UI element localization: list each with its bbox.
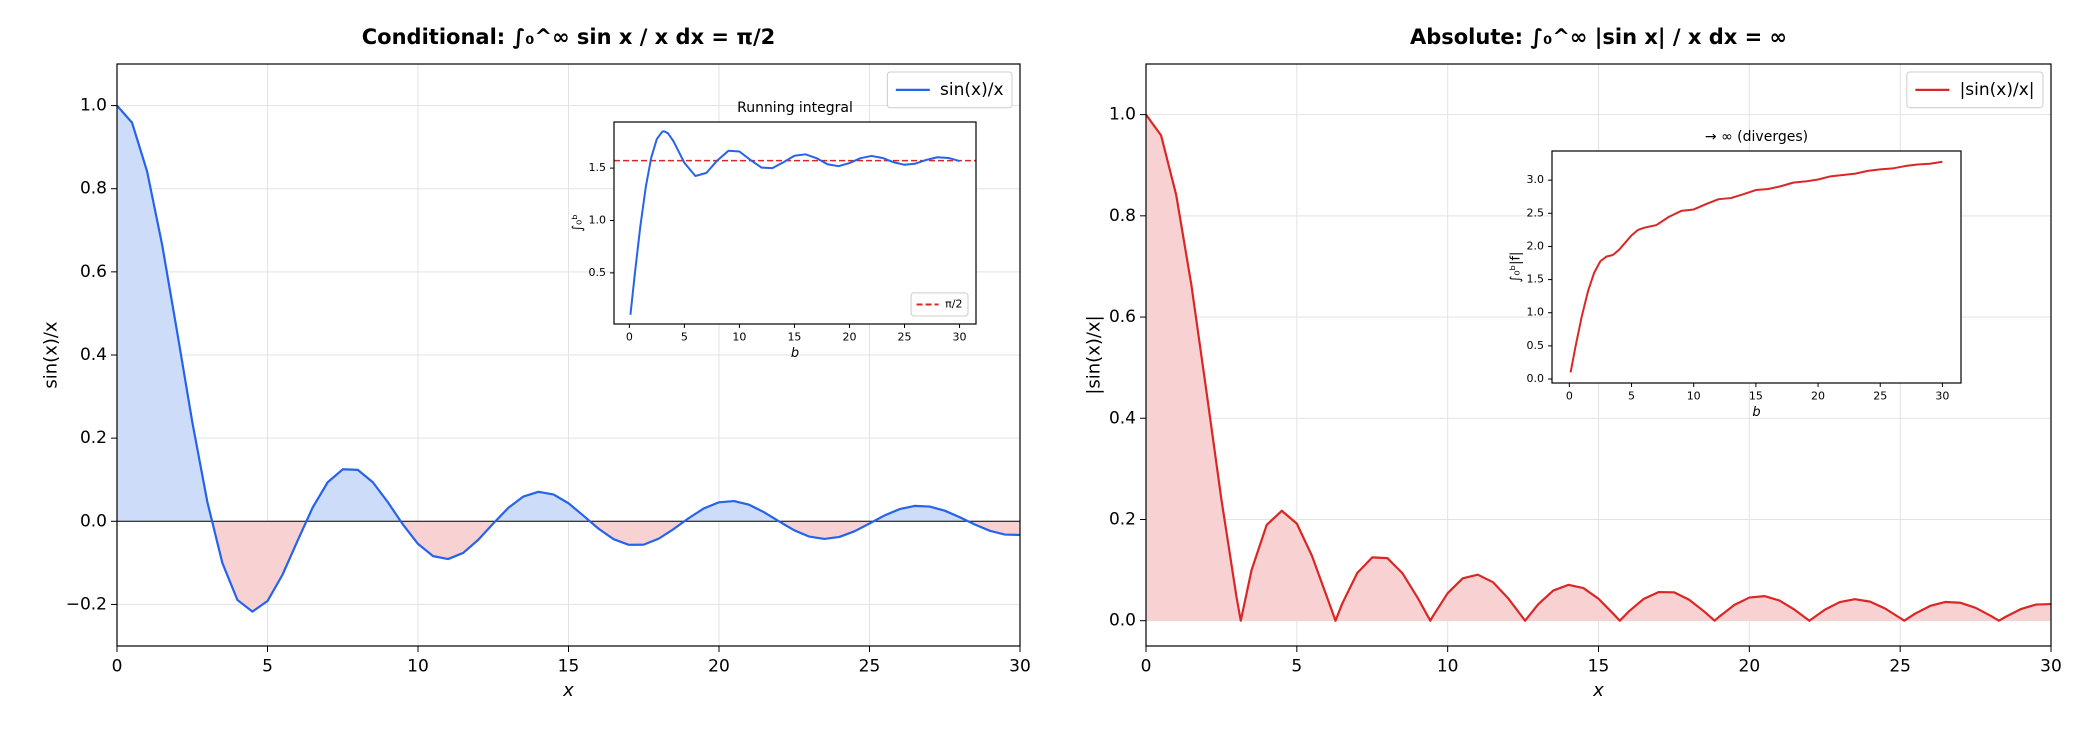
y-tick-label: 0.2 [80, 428, 107, 448]
y-tick-label: 2.0 [1527, 239, 1545, 252]
y-tick-label: 0.4 [80, 345, 107, 365]
x-tick-label: 25 [898, 330, 912, 343]
y-tick-label: −0.2 [66, 594, 107, 614]
y-tick-label: 1.5 [589, 161, 607, 174]
x-tick-label: 10 [732, 330, 746, 343]
x-tick-label: 20 [708, 656, 730, 676]
axes-frame [1551, 150, 1962, 384]
plot-area [1552, 151, 1961, 383]
x-tick-label: 15 [558, 656, 580, 676]
x-tick-label: 0 [626, 330, 633, 343]
x-tick-label: 25 [1873, 389, 1887, 402]
y-tick-label: 0.5 [589, 266, 607, 279]
x-tick-label: 5 [681, 330, 688, 343]
y-tick-label: 0.8 [1109, 206, 1136, 226]
y-tick-label: 1.5 [1527, 273, 1545, 286]
x-tick-label: 15 [787, 330, 801, 343]
axes-frame [613, 121, 977, 325]
data-line [1569, 160, 1943, 373]
y-tick-label: 1.0 [80, 96, 107, 116]
x-tick-label: 30 [1935, 389, 1949, 402]
legend-label: |sin(x)/x| [1960, 80, 2035, 100]
data-line [629, 130, 960, 315]
y-tick-label: 0.0 [1109, 611, 1136, 631]
x-tick-label: 15 [1588, 656, 1610, 676]
x-axis-label: b [1752, 405, 1760, 420]
y-tick-label: 0.6 [1109, 307, 1136, 327]
x-tick-label: 30 [2040, 656, 2062, 676]
x-tick-label: 5 [262, 656, 273, 676]
chart-title: → ∞ (diverges) [1705, 129, 1808, 145]
x-axis-label: x [1592, 680, 1604, 701]
y-tick-label: 0.5 [1527, 339, 1545, 352]
x-tick-label: 30 [953, 330, 967, 343]
x-axis-label: x [562, 680, 574, 701]
x-tick-label: 20 [1739, 656, 1761, 676]
x-axis-label: b [791, 346, 799, 361]
y-tick-label: 0.6 [80, 262, 107, 282]
x-tick-label: 10 [1687, 389, 1701, 402]
x-tick-label: 30 [1009, 656, 1031, 676]
legend-box [910, 292, 969, 317]
x-tick-label: 0 [112, 656, 123, 676]
x-tick-label: 5 [1628, 389, 1635, 402]
y-tick-label: 3.0 [1527, 173, 1545, 186]
inset-axes: 0 5 10 15 20 25 30 0.5 1.0 1.5 Running integral b ∫₀… [571, 100, 977, 361]
x-tick-label: 5 [1291, 656, 1302, 676]
x-tick-label: 25 [1889, 656, 1911, 676]
y-tick-label: 1.0 [1527, 306, 1545, 319]
y-tick-label: 1.0 [1109, 105, 1136, 125]
x-tick-label: 0 [1141, 656, 1152, 676]
y-axis-label: ∫₀ᵇ [571, 214, 586, 232]
chart-title: Conditional: ∫₀^∞ sin x / x dx = π/2 [362, 25, 775, 49]
y-tick-label: 1.0 [589, 213, 607, 226]
y-axis-label: |sin(x)/x| [1084, 315, 1105, 394]
chart-title: Running integral [737, 100, 853, 116]
y-tick-label: 0.0 [1527, 372, 1545, 385]
legend-label: π/2 [945, 297, 962, 310]
legend: sin(x)/x [886, 71, 1013, 109]
x-tick-label: 20 [1811, 389, 1825, 402]
x-tick-label: 10 [407, 656, 429, 676]
x-tick-label: 15 [1749, 389, 1763, 402]
chart-title: Absolute: ∫₀^∞ |sin x| / x dx = ∞ [1410, 25, 1787, 50]
legend-label: sin(x)/x [940, 80, 1003, 100]
y-tick-label: 0.8 [80, 179, 107, 199]
inset-axes: 0 5 10 15 20 25 30 0.0 0.5 1.0 1.5 2.0 2.5 3.0 → ∞ (di… [1509, 129, 1962, 420]
legend: π/2 [910, 292, 969, 317]
x-tick-label: 0 [1566, 389, 1573, 402]
y-axis-label: ∫₀ᵇ|f| [1509, 252, 1524, 283]
data-line [1146, 113, 2051, 622]
legend-box [886, 71, 1013, 109]
x-tick-label: 25 [859, 656, 881, 676]
data-line [117, 104, 1020, 613]
y-tick-label: 2.5 [1527, 206, 1545, 219]
y-tick-label: 0.0 [80, 511, 107, 531]
y-tick-label: 0.2 [1109, 509, 1136, 529]
x-tick-label: 10 [1437, 656, 1459, 676]
x-tick-label: 20 [842, 330, 856, 343]
y-axis-label: sin(x)/x [40, 321, 61, 389]
legend: |sin(x)/x| [1906, 71, 2044, 109]
legend-box [1906, 71, 2044, 109]
y-tick-label: 0.4 [1109, 408, 1136, 428]
